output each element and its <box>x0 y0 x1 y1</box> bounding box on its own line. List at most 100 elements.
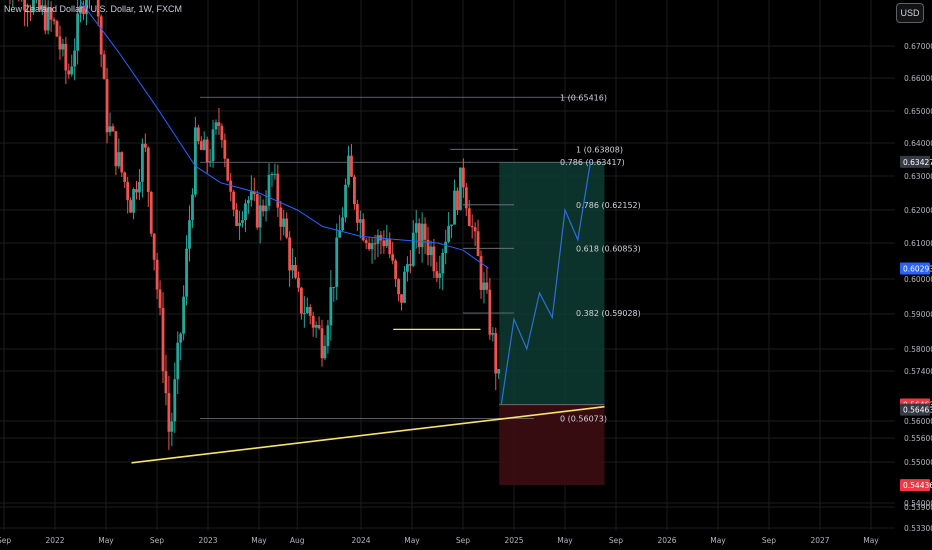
candle-body <box>432 246 436 272</box>
price-tick-label: 0.60000 <box>904 275 932 284</box>
candle-body <box>179 333 183 343</box>
candle-body <box>43 5 47 31</box>
candle-body <box>420 223 424 248</box>
candlestick-series <box>9 0 501 450</box>
candle-body <box>476 231 480 257</box>
candle-body <box>406 264 409 272</box>
candle-body <box>114 131 118 167</box>
candle-body <box>188 220 191 249</box>
candle-body <box>358 219 362 223</box>
symbol-title: New Zealand Dollar / U.S. Dollar, 1W, FX… <box>4 4 183 14</box>
price-tick-label: 0.66000 <box>904 74 932 83</box>
candle-body <box>414 223 418 233</box>
candle-body <box>67 70 71 75</box>
candle-body <box>270 174 274 176</box>
candle-body <box>52 19 56 21</box>
candle-body <box>417 223 421 248</box>
candle-body <box>344 184 347 218</box>
time-tick-label: Sep <box>609 536 623 545</box>
price-tag-bg <box>900 262 930 275</box>
candle-body <box>485 282 489 290</box>
candle-body <box>252 191 256 195</box>
price-tick-label: 0.55600 <box>904 434 932 443</box>
fib-level-label: 1 (0.65416) <box>560 93 607 102</box>
candle-body <box>238 222 241 226</box>
time-tick-label: 2024 <box>351 536 370 545</box>
candle-body <box>23 0 27 11</box>
projection-polyline <box>500 161 592 405</box>
candle-body <box>408 264 412 266</box>
candle-body <box>311 315 315 328</box>
price-tag-label: 0.56463 <box>903 406 932 415</box>
price-axis[interactable]: 0.67000 0.66000 0.65000 0.64000 0.63000 0.620… <box>895 0 932 550</box>
candle-body <box>202 139 206 150</box>
moving-average-line <box>80 0 489 269</box>
candle-body <box>146 147 150 192</box>
candle-body <box>302 313 306 315</box>
price-tick-label: 0.62000 <box>904 206 932 215</box>
candle-body <box>488 289 492 335</box>
candle-body <box>199 141 203 150</box>
candle-body <box>26 10 29 12</box>
candle-body <box>491 333 495 335</box>
candle-body <box>367 243 371 250</box>
time-tick-label: Sep <box>762 536 776 545</box>
candle-body <box>241 220 244 223</box>
price-tag-label: 0.63427 <box>903 158 932 167</box>
candle-body <box>464 187 468 209</box>
projection-path <box>500 161 592 405</box>
ma-polyline <box>80 0 489 269</box>
time-tick-label: Aug <box>290 536 305 545</box>
candle-body <box>361 219 365 241</box>
candle-body <box>347 155 350 185</box>
candle-body <box>482 282 486 290</box>
candle-body <box>385 239 389 247</box>
candle-body <box>453 190 456 225</box>
time-axis[interactable]: Sep 2022 May Sep 2023 May Aug 2024 May Sep 2025 May… <box>0 530 895 550</box>
price-tick-label: 0.65000 <box>904 107 932 116</box>
candle-body <box>246 200 250 204</box>
candle-body <box>338 230 342 238</box>
time-tick-label: May <box>710 536 726 545</box>
candle-body <box>149 191 153 234</box>
candle-body <box>249 191 253 201</box>
candle-body <box>282 218 286 227</box>
candle-body <box>193 127 197 195</box>
candle-body <box>185 248 188 297</box>
candle-body <box>220 125 224 140</box>
time-tick-label: 2026 <box>657 536 676 545</box>
time-tick-label: May <box>251 536 267 545</box>
candle-body <box>461 167 465 188</box>
price-tag-bg <box>900 479 930 492</box>
candle-body <box>314 325 318 328</box>
candle-body <box>96 0 100 17</box>
candle-body <box>450 224 453 226</box>
candle-body <box>473 227 477 232</box>
time-tick-label: 2023 <box>198 536 217 545</box>
candle-body <box>444 241 448 253</box>
price-tick-label: 0.56000 <box>904 417 932 426</box>
candle-body <box>132 189 135 213</box>
currency-button[interactable]: USD <box>896 3 924 23</box>
candle-body <box>82 5 85 15</box>
candle-body <box>208 161 212 163</box>
candle-body <box>76 13 80 51</box>
candle-body <box>323 346 327 359</box>
time-tick-label: 2027 <box>810 536 829 545</box>
candle-body <box>326 325 330 347</box>
candle-body <box>217 122 221 126</box>
candle-body <box>173 379 177 422</box>
fibonacci-levels: 1 (0.65416) 1 (0.63808) 0.786 (0.63417) 0.7… <box>200 93 641 423</box>
candle-body <box>140 143 144 182</box>
time-tick-label: May <box>557 536 573 545</box>
candle-body <box>32 0 35 13</box>
candle-body <box>391 254 395 261</box>
candle-body <box>364 240 368 244</box>
profit-zone <box>499 161 605 405</box>
price-tick-label: 0.54000 <box>904 499 932 508</box>
candle-body <box>400 294 403 303</box>
candle-body <box>350 155 353 177</box>
candle-body <box>288 237 292 271</box>
fib-level-label: 0.618 (0.60853) <box>576 244 641 253</box>
